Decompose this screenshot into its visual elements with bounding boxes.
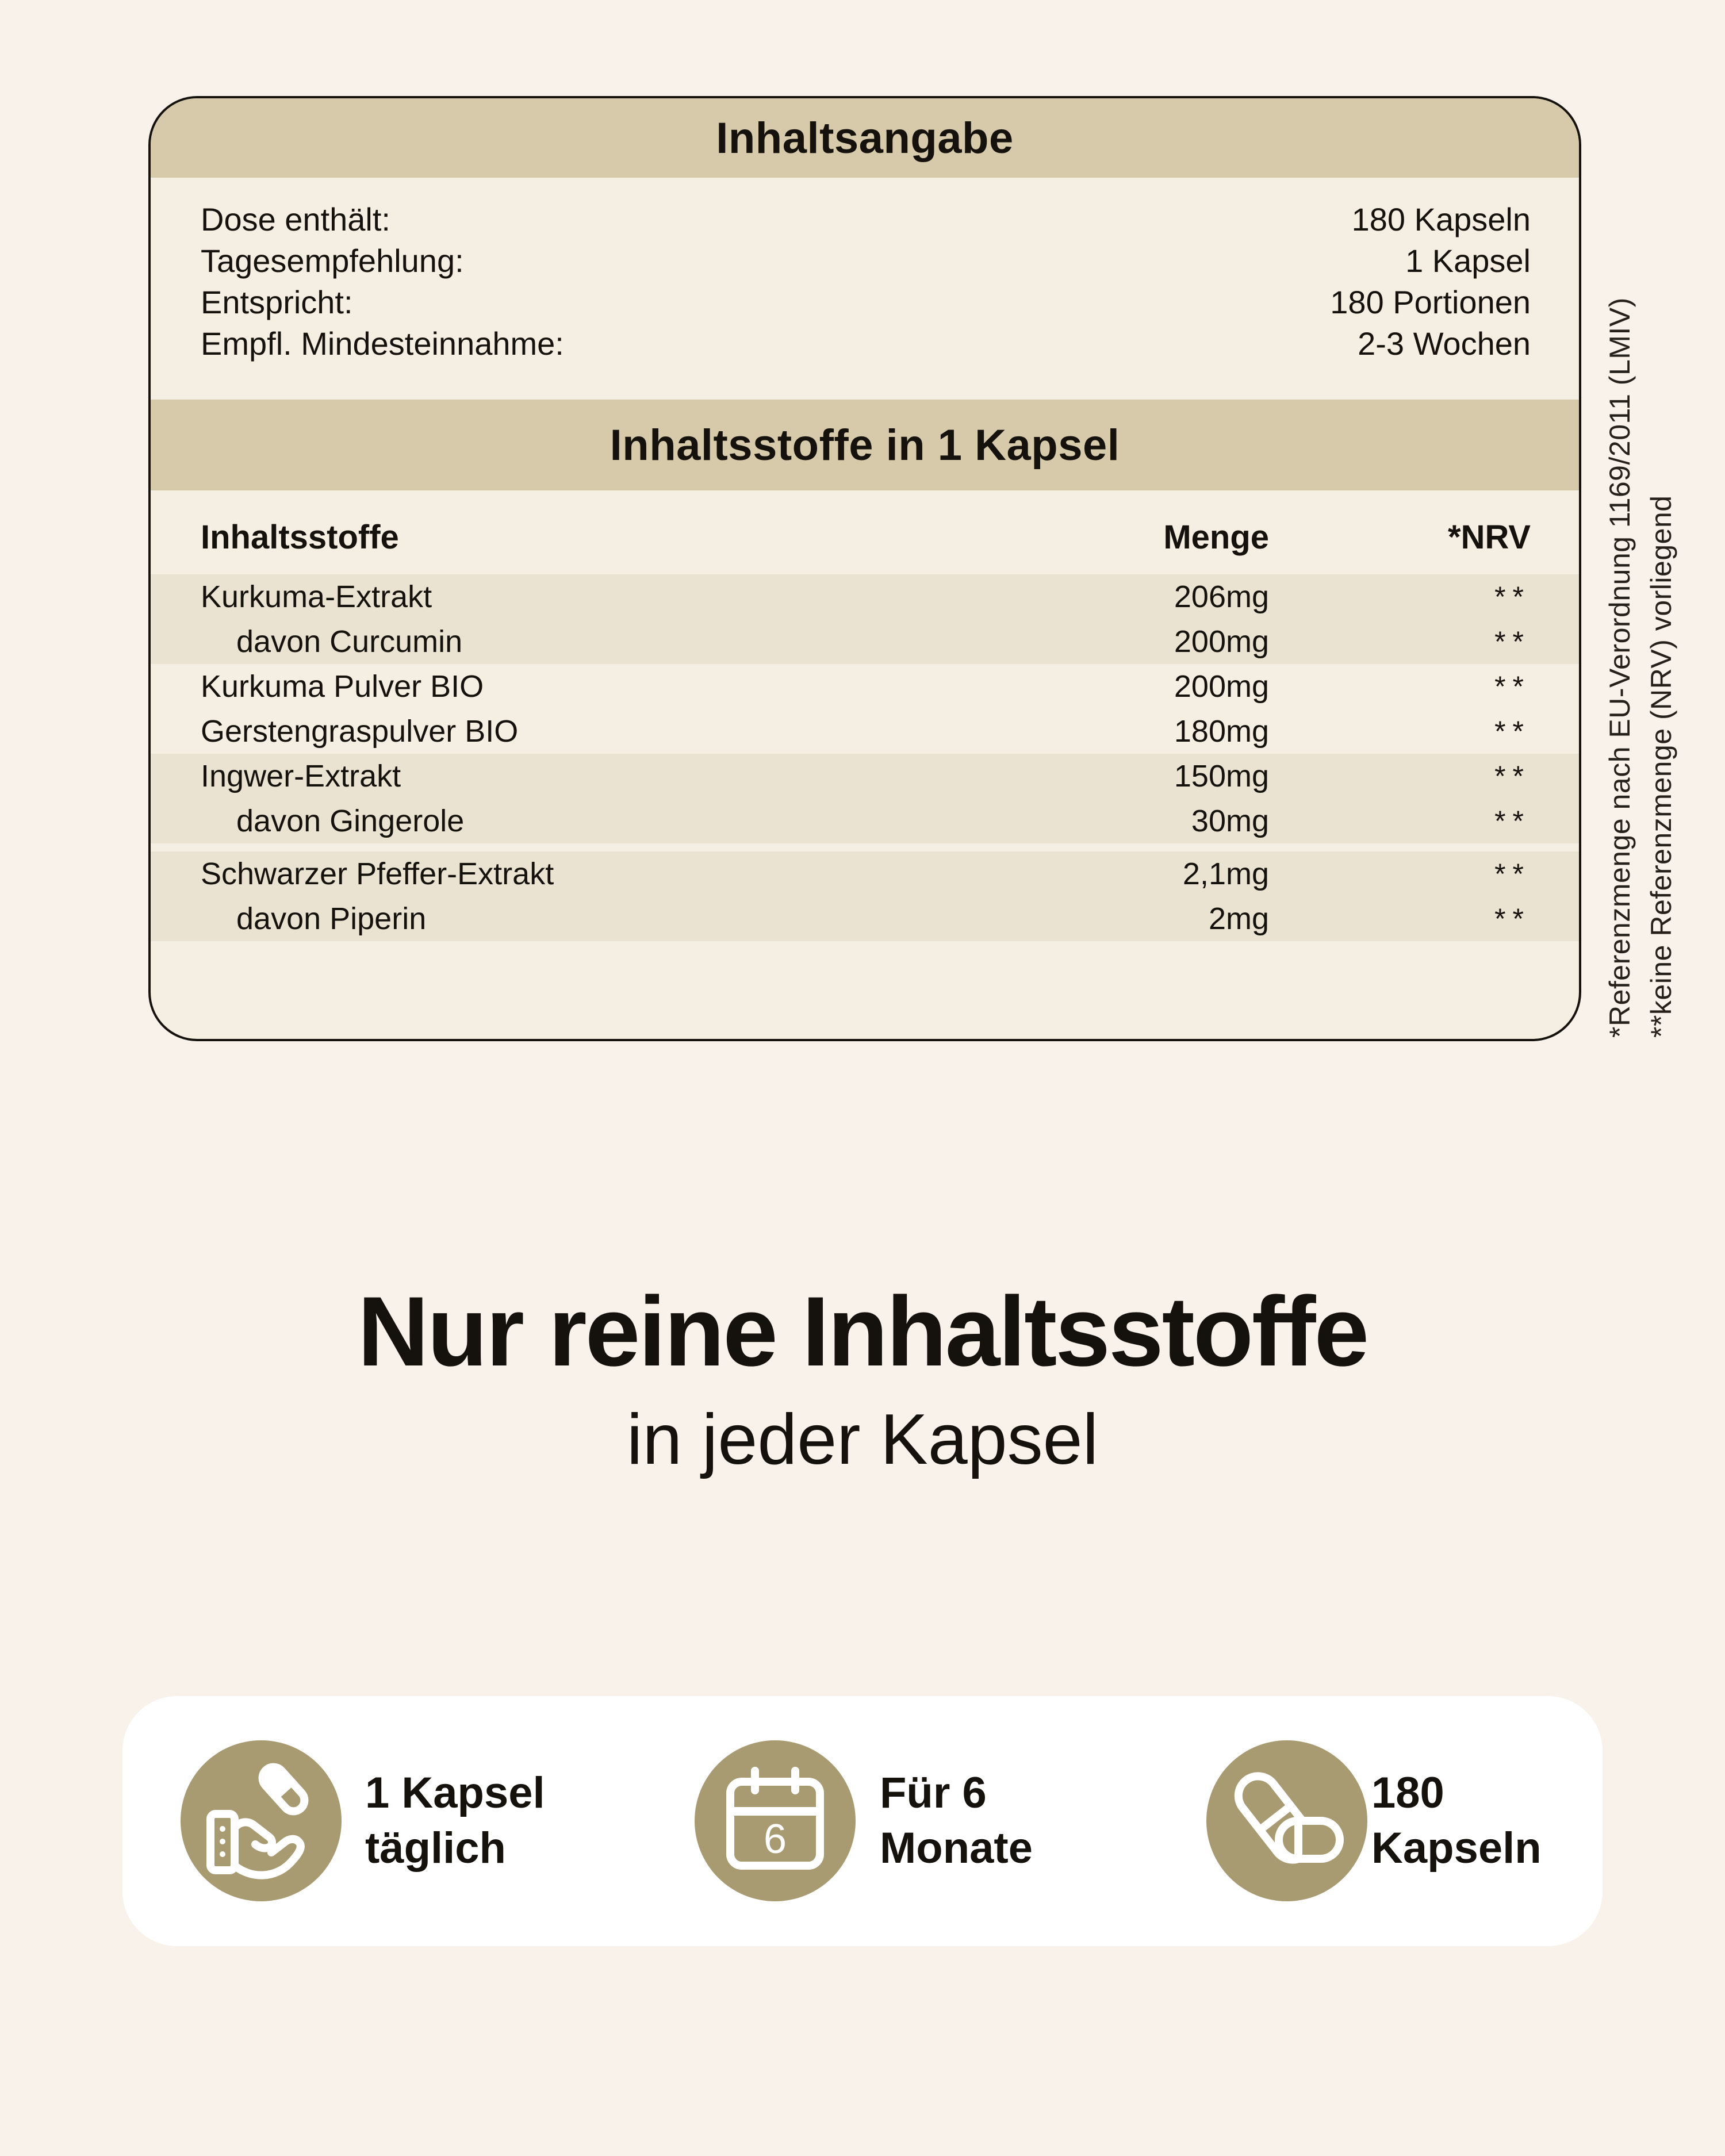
ingredient-name: davon Piperin: [236, 901, 427, 936]
section-title: Inhaltsstoffe in 1 Kapsel: [151, 400, 1579, 490]
table-row: Kurkuma Pulver BIO 200mg **: [201, 664, 1531, 709]
calendar-number: 6: [764, 1816, 787, 1862]
ingredient-nrv: **: [1494, 670, 1531, 703]
table-group: Schwarzer Pfeffer-Extrakt 2,1mg ** davon…: [151, 851, 1579, 941]
table-row: davon Gingerole 30mg **: [201, 799, 1531, 843]
footnote-reference: *Referenzmenge nach EU-Verordnung 1169/2…: [1604, 297, 1636, 1038]
ingredient-nrv: **: [1494, 805, 1531, 837]
dose-label: Tagesempfehlung:: [201, 242, 464, 279]
dose-label: Entspricht:: [201, 283, 353, 320]
ingredient-amount: 200mg: [1174, 669, 1269, 704]
calendar-icon-svg: 6: [726, 1767, 824, 1870]
table-row: davon Piperin 2mg **: [201, 896, 1531, 941]
benefit-text-dosage: 1 Kapsel täglich: [365, 1766, 545, 1876]
col-nrv: *NRV: [1448, 518, 1531, 556]
ingredient-amount: 2mg: [1208, 901, 1269, 936]
table-row: Schwarzer Pfeffer-Extrakt 2,1mg **: [201, 851, 1531, 896]
benefit-line: 180: [1371, 1768, 1444, 1817]
table-header: Inhaltsstoffe Menge *NRV: [201, 517, 1531, 557]
table-row: davon Curcumin 200mg **: [201, 619, 1531, 664]
ingredient-name: Kurkuma Pulver BIO: [201, 669, 484, 704]
dose-value: 1 Kapsel: [1405, 242, 1531, 279]
benefit-line: Monate: [880, 1824, 1033, 1873]
table-row: Kurkuma-Extrakt 206mg **: [201, 574, 1531, 619]
ingredient-name: Gerstengraspulver BIO: [201, 714, 519, 749]
ingredient-amount: 206mg: [1174, 580, 1269, 614]
benefit-line: Kapseln: [1371, 1824, 1542, 1873]
table-row: Gerstengraspulver BIO 180mg **: [201, 709, 1531, 754]
ingredient-nrv: **: [1494, 858, 1531, 890]
supplement-facts-panel: Inhaltsangabe Dose enthält: 180 Kapseln …: [148, 96, 1581, 1041]
benefit-line: 1 Kapsel: [365, 1768, 545, 1817]
ingredient-name: davon Curcumin: [236, 624, 463, 659]
dose-row: Entspricht: 180 Portionen: [201, 281, 1531, 323]
table-group: Kurkuma Pulver BIO 200mg ** Gerstengrasp…: [151, 664, 1579, 754]
hand-capsule-icon: [181, 1740, 342, 1901]
ingredient-nrv: **: [1494, 581, 1531, 613]
ingredient-table: Kurkuma-Extrakt 206mg ** davon Curcumin …: [151, 574, 1579, 941]
dose-value: 180 Portionen: [1330, 283, 1531, 320]
ingredient-amount: 200mg: [1174, 624, 1269, 659]
capsules-icon-svg: [1234, 1772, 1344, 1864]
hero-title: Nur reine Inhaltsstoffe: [357, 1276, 1369, 1387]
hero-subtitle: in jeder Kapsel: [626, 1400, 1099, 1479]
dose-row: Empfl. Mindesteinnahme: 2-3 Wochen: [201, 323, 1531, 364]
ingredient-nrv: **: [1494, 760, 1531, 792]
ingredient-amount: 180mg: [1174, 714, 1269, 749]
dose-row: Tagesempfehlung: 1 Kapsel: [201, 240, 1531, 281]
benefit-line: täglich: [365, 1824, 506, 1873]
panel-title: Inhaltsangabe: [151, 98, 1579, 178]
benefit-text-duration: Für 6 Monate: [880, 1766, 1033, 1876]
dose-summary: Dose enthält: 180 Kapseln Tagesempfehlun…: [201, 198, 1531, 364]
dose-value: 180 Kapseln: [1351, 201, 1531, 237]
hand-capsule-icon-svg: [206, 1763, 309, 1879]
calendar-icon: 6: [695, 1740, 856, 1901]
footnote-nrv: **keine Referenzmenge (NRV) vorliegend: [1645, 495, 1677, 1038]
ingredient-amount: 30mg: [1191, 804, 1269, 838]
ingredient-name: davon Gingerole: [236, 804, 465, 838]
ingredient-name: Kurkuma-Extrakt: [201, 580, 432, 614]
table-group: Kurkuma-Extrakt 206mg ** davon Curcumin …: [151, 574, 1579, 664]
capsules-icon: [1206, 1740, 1367, 1901]
col-ingredient: Inhaltsstoffe: [201, 518, 399, 556]
ingredient-name: Schwarzer Pfeffer-Extrakt: [201, 857, 554, 891]
col-amount: Menge: [1163, 518, 1269, 556]
ingredient-nrv: **: [1494, 626, 1531, 658]
benefit-line: Für 6: [880, 1768, 987, 1817]
dose-label: Dose enthält:: [201, 201, 390, 237]
ingredient-nrv: **: [1494, 715, 1531, 747]
table-group: Ingwer-Extrakt 150mg ** davon Gingerole …: [151, 754, 1579, 843]
benefit-text-count: 180 Kapseln: [1371, 1766, 1542, 1876]
ingredient-nrv: **: [1494, 903, 1531, 935]
table-row: Ingwer-Extrakt 150mg **: [201, 754, 1531, 799]
ingredient-amount: 2,1mg: [1182, 857, 1269, 891]
ingredient-name: Ingwer-Extrakt: [201, 759, 401, 793]
dose-row: Dose enthält: 180 Kapseln: [201, 198, 1531, 240]
benefits-card: 1 Kapsel täglich 6 Für 6 Monate 180 Kaps…: [122, 1696, 1603, 1946]
dose-value: 2-3 Wochen: [1358, 325, 1531, 362]
ingredient-amount: 150mg: [1174, 759, 1269, 793]
dose-label: Empfl. Mindesteinnahme:: [201, 325, 564, 362]
